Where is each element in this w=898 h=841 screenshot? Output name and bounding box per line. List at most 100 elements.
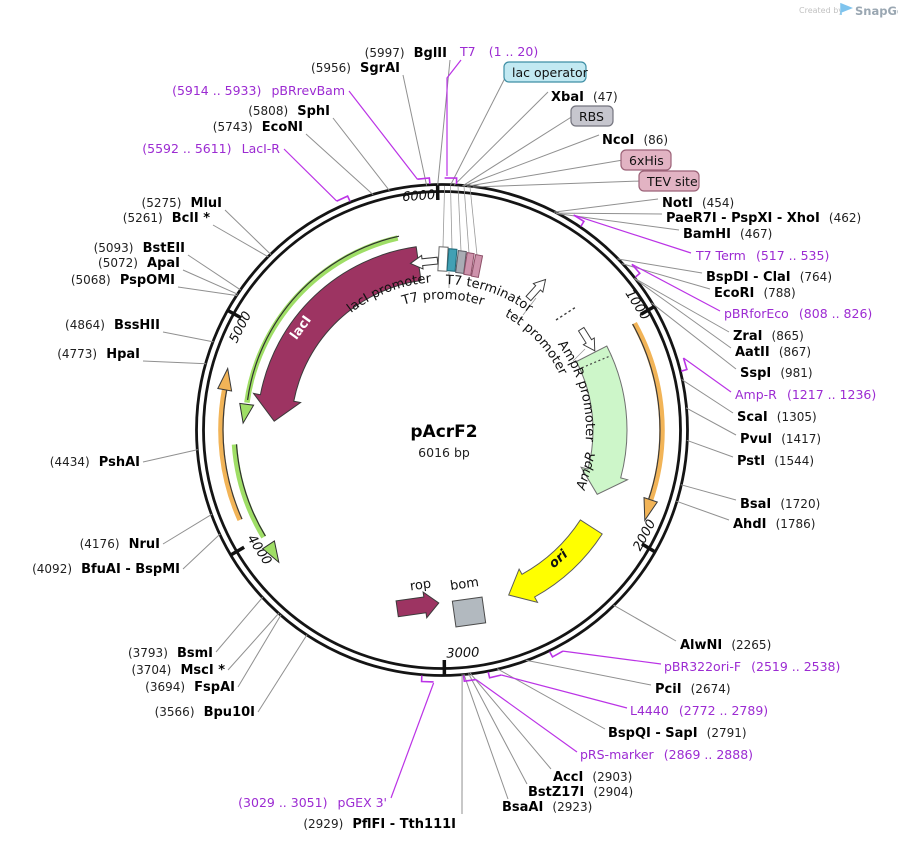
feature-bom[interactable]: bom [449,575,487,628]
site-BstZ17I[interactable]: BstZ17I (2904) [528,781,633,800]
primer-pRS-marker[interactable]: pRS-marker (2869 .. 2888) [580,744,753,763]
primer-pGEX-3[interactable]: (3029 .. 3051) pGEX 3' [238,792,387,811]
plasmid-title: pAcrF2 6016 bp [410,422,477,460]
tick-3000: 3000 [446,645,480,661]
site-PstI[interactable]: PstI (1544) [737,450,814,469]
site-PshAI[interactable]: (4434) PshAI [50,451,140,470]
primer-L4440[interactable]: L4440 (2772 .. 2789) [630,700,768,719]
feature-lacI[interactable]: lacI [252,246,422,422]
site-BamHI[interactable]: BamHI (467) [683,223,772,242]
site-EcoRI[interactable]: EcoRI (788) [714,282,796,301]
site-PflFI-Tth111I[interactable]: (2929) PflFI - Tth111I [303,813,456,832]
site-ZraI[interactable]: ZraI (865) [733,325,804,344]
snapgene-credit: Created by SnapGene [799,2,898,18]
credit-prefix: Created by [799,6,843,15]
site-PciI[interactable]: PciI (2674) [655,678,731,697]
lacI-promoter-arrow[interactable] [409,254,439,270]
his-tag-box[interactable] [463,252,475,276]
feature-AmpR[interactable]: AmpR [574,345,629,495]
site-SspI[interactable]: SspI (981) [740,362,813,381]
site-AccI[interactable]: AccI (2903) [553,766,632,785]
feature-ori[interactable]: ori [508,519,603,604]
site-SphI[interactable]: (5808) SphI [248,100,330,119]
site-BclI[interactable]: (5261) BclI * [123,207,210,226]
primer-pBRforEco[interactable]: pBRforEco (808 .. 826) [724,303,872,322]
site-ScaI[interactable]: ScaI (1305) [737,406,817,425]
rbs-tag-label[interactable]: RBS [579,109,604,124]
tick-6000: 6000 [402,188,436,205]
site-BsaI[interactable]: BsaI (1720) [740,493,820,512]
site-PaeR7I-PspXI-XhoI[interactable]: PaeR7I - PspXI - XhoI (462) [666,207,861,226]
t7-promoter-label[interactable]: T7 promoter [399,288,486,310]
AmpR-arrow[interactable] [575,345,629,495]
rop-arrow[interactable] [395,590,440,622]
leader-lines [142,59,737,815]
primer-labels: (5914 .. 5933) pBRrevBam (5592 .. 5611) … [142,41,876,811]
bom-label[interactable]: bom [449,575,480,594]
bom-box[interactable] [451,596,487,628]
primer-LacI-R[interactable]: (5592 .. 5611) LacI-R [142,138,280,157]
site-BfuAI-BspMI[interactable]: (4092) BfuAI - BspMI [32,558,180,577]
site-BsmI[interactable]: (3793) BsmI [128,642,213,661]
site-EcoNI[interactable]: (5743) EcoNI [213,116,303,135]
site-MscI[interactable]: (3704) MscI * [131,659,225,678]
site-BstEII[interactable]: (5093) BstEII [94,237,185,256]
site-ApaI[interactable]: (5072) ApaI [98,252,180,271]
his-tag-label[interactable]: 6xHis [629,153,664,168]
site-MluI[interactable]: (5275) MluI [142,192,222,211]
site-NcoI[interactable]: NcoI (86) [602,129,668,148]
primer-T7-Term[interactable]: T7 Term (517 .. 535) [695,245,829,264]
snapgene-flag-icon [840,2,854,15]
site-XbaI[interactable]: XbaI (47) [551,86,618,105]
t7-promoter-box[interactable] [437,246,449,272]
site-PspOMI[interactable]: (5068) PspOMI [71,269,175,288]
site-AhdI[interactable]: AhdI (1786) [733,513,815,532]
site-SgrAI[interactable]: (5956) SgrAI [311,57,400,76]
svg-text:T7 promoter: T7 promoter [399,288,486,310]
tev-site-tag-label[interactable]: TEV site [646,174,698,189]
rbs-tag[interactable] [570,105,614,127]
tag-labels: lac operator RBS 6xHis TEV site [503,61,700,192]
lacI-arrow[interactable] [252,246,422,422]
site-BsaAI[interactable]: BsaAI (2923) [502,796,592,815]
promoter-arrows [409,254,600,362]
primer-pBRrevBam[interactable]: (5914 .. 5933) pBRrevBam [172,80,345,99]
site-NotI[interactable]: NotI (454) [662,192,734,211]
site-BspQI-SapI[interactable]: BspQI - SapI (2791) [608,722,747,741]
promoter-labels: lacI promoter T7 promoter T7 terminator … [344,271,597,443]
site-BglII[interactable]: (5997) BglII [365,42,447,61]
plasmid-name: pAcrF2 [410,422,477,442]
lac-operator-box[interactable] [446,248,458,272]
rop-label[interactable]: rop [409,577,432,595]
site-HpaI[interactable]: (4773) HpaI [57,343,140,362]
site-AlwNI[interactable]: AlwNI (2265) [680,634,771,653]
tev-site-tag[interactable] [638,170,700,192]
ampr-promoter-label[interactable]: AmpR promoter [554,338,597,443]
svg-text:AmpR promoter: AmpR promoter [554,338,597,443]
site-PvuI[interactable]: PvuI (1417) [740,428,821,447]
site-AatII[interactable]: AatII (867) [735,341,811,360]
primer-pBR322ori-F[interactable]: pBR322ori-F (2519 .. 2538) [664,656,840,675]
his-tag-tag[interactable] [620,149,672,171]
site-labels: (5997) BglII (5956) SgrAI (5808) SphI (5… [32,42,861,832]
lac-operator-tag[interactable] [503,61,587,83]
credit-brand: SnapGene [855,4,898,18]
primer-marks [283,59,732,799]
site-Bpu10I[interactable]: (3566) Bpu10I [155,701,255,720]
tev-site-box[interactable] [470,253,484,279]
site-NruI[interactable]: (4176) NruI [80,533,160,552]
lac-operator-tag-label[interactable]: lac operator [512,65,589,80]
feature-rop[interactable]: rop [395,577,440,622]
site-BspDI-ClaI[interactable]: BspDI - ClaI (764) [706,266,832,285]
AmpR-promoter-arrow[interactable] [576,326,600,354]
rbs-box[interactable] [455,250,467,274]
tet-promoter-arrow[interactable] [524,275,551,303]
green-arc-arrowhead [239,402,255,425]
ori-arrow[interactable] [508,519,603,604]
primer-T7[interactable]: T7 (1 .. 20) [459,41,538,60]
ring-outer [195,183,689,677]
primer-Amp-R[interactable]: Amp-R (1217 .. 1236) [735,384,876,403]
site-BssHII[interactable]: (4864) BssHII [65,314,160,333]
orange-arc-arrowhead [217,366,233,392]
site-FspAI[interactable]: (3694) FspAI [145,676,235,695]
